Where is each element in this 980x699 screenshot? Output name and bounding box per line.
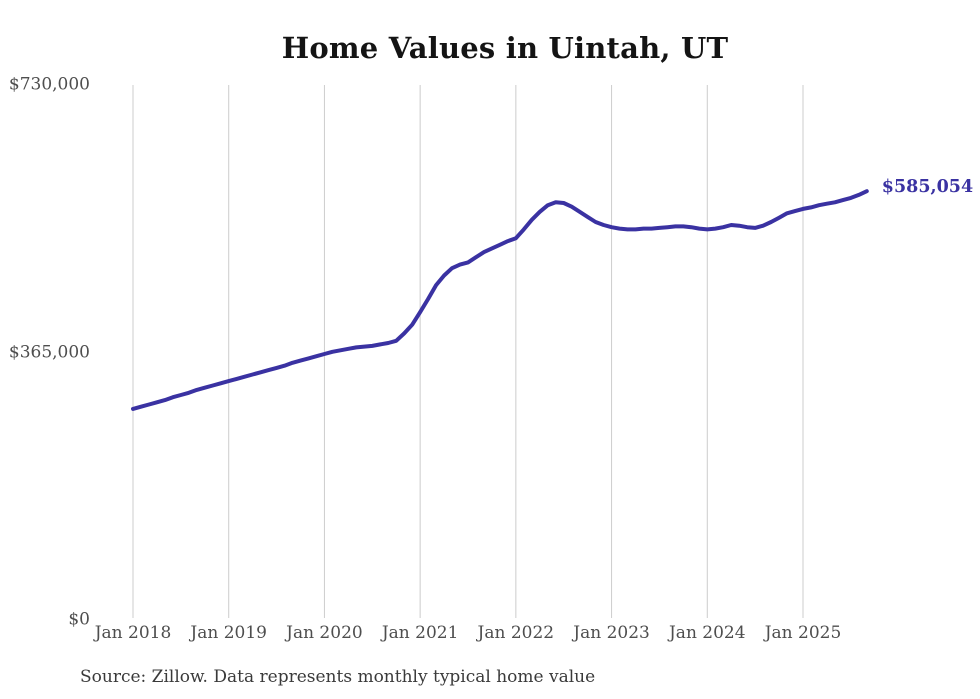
latest-value-label: $585,054	[881, 177, 974, 198]
source-note: Source: Zillow. Data represents monthly …	[80, 667, 596, 687]
x-axis-tick-label: Jan 2025	[764, 623, 842, 643]
x-axis-tick-label: Jan 2020	[286, 623, 363, 643]
y-axis-tick-label: $730,000	[8, 74, 90, 95]
x-axis-tick-label: Jan 2023	[573, 623, 650, 643]
home-value-line	[131, 189, 869, 411]
chart-title: Home Values in Uintah, UT	[281, 31, 729, 65]
y-axis-tick-label: $365,000	[8, 342, 90, 363]
x-axis-tick-label: Jan 2024	[668, 623, 746, 643]
x-axis-tick-label: Jan 2022	[477, 623, 555, 643]
y-axis-tick-label: $0	[68, 609, 90, 630]
gridlines	[132, 85, 804, 618]
x-axis-tick-label: Jan 2021	[381, 623, 459, 643]
x-axis-tick-label: Jan 2018	[94, 623, 172, 643]
x-axis-tick-label: Jan 2019	[190, 623, 267, 643]
